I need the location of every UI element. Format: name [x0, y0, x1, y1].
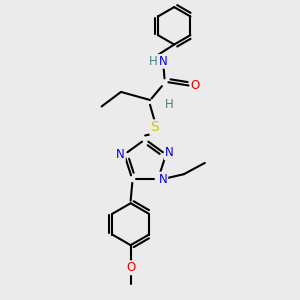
Text: H: H [165, 98, 174, 111]
Text: N: N [158, 172, 167, 185]
Text: N: N [165, 146, 174, 159]
Text: N: N [159, 55, 168, 68]
Text: N: N [116, 148, 125, 161]
Text: H: H [149, 55, 158, 68]
Text: O: O [126, 261, 135, 274]
Text: S: S [151, 120, 159, 134]
Text: O: O [190, 79, 200, 92]
